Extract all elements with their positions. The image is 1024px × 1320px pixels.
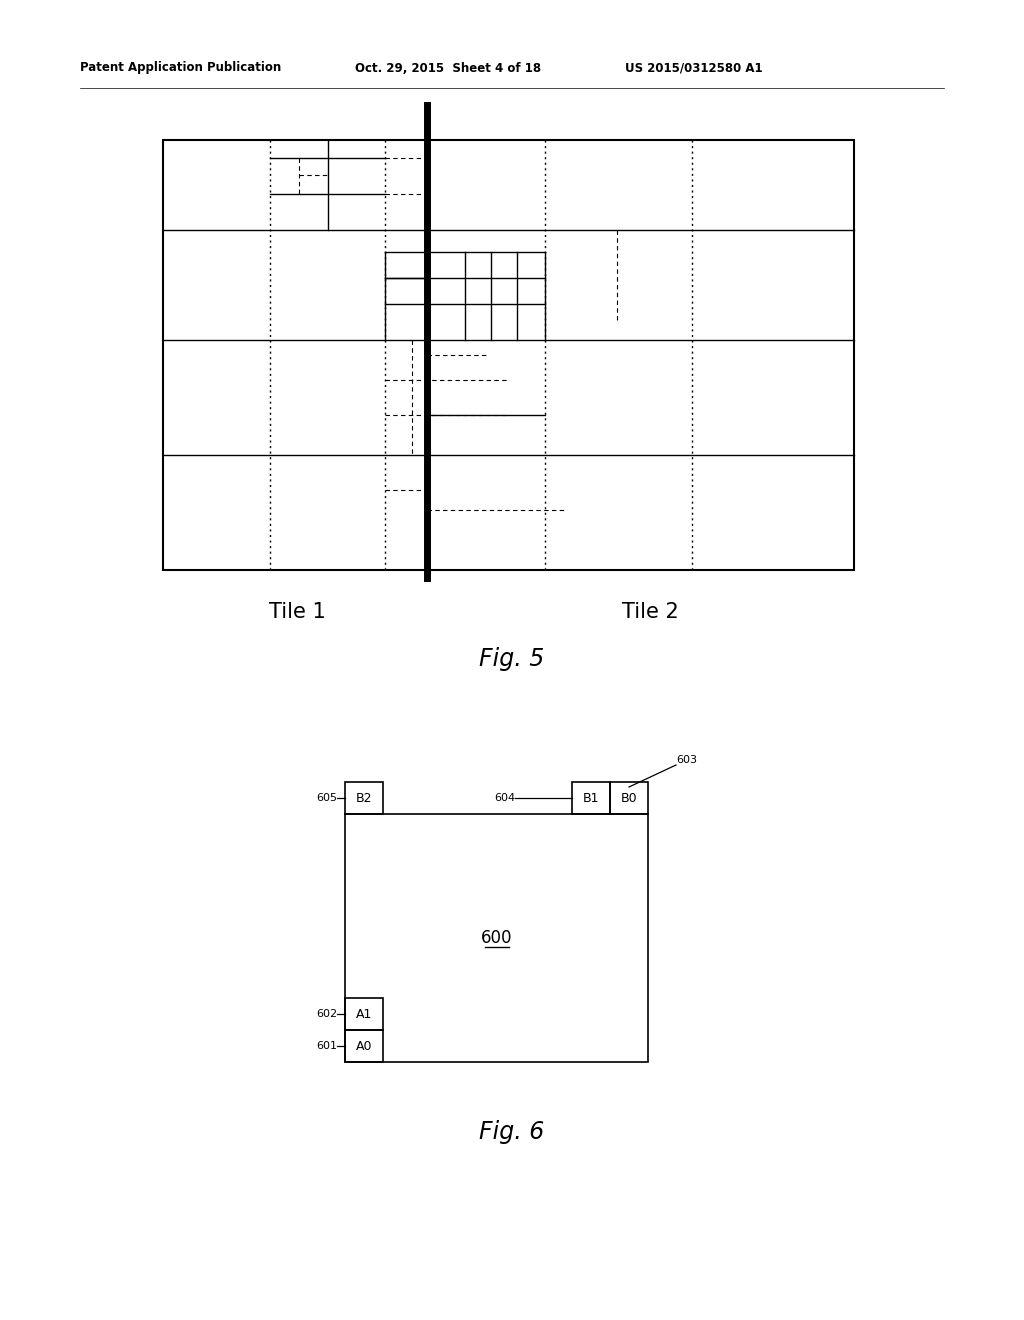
Text: 602: 602	[315, 1008, 337, 1019]
Text: B1: B1	[583, 792, 599, 804]
Bar	[163, 140, 854, 570]
Text: 603: 603	[676, 755, 697, 766]
Text: A1: A1	[355, 1007, 372, 1020]
Bar	[572, 781, 610, 814]
Text: A0: A0	[355, 1040, 373, 1052]
Bar	[345, 814, 648, 1063]
Text: 604: 604	[494, 793, 515, 803]
Bar	[610, 781, 648, 814]
Text: Fig. 6: Fig. 6	[479, 1119, 545, 1144]
Text: Tile 2: Tile 2	[622, 602, 678, 622]
Text: Fig. 5: Fig. 5	[479, 647, 545, 671]
Text: 600: 600	[480, 929, 512, 946]
Text: US 2015/0312580 A1: US 2015/0312580 A1	[625, 62, 763, 74]
Text: B2: B2	[355, 792, 373, 804]
Text: Oct. 29, 2015  Sheet 4 of 18: Oct. 29, 2015 Sheet 4 of 18	[355, 62, 541, 74]
Text: 605: 605	[316, 793, 337, 803]
Bar	[345, 781, 383, 814]
Text: 601: 601	[316, 1041, 337, 1051]
Bar	[345, 1030, 383, 1063]
Text: Patent Application Publication: Patent Application Publication	[80, 62, 282, 74]
Text: B0: B0	[621, 792, 637, 804]
Bar	[345, 998, 383, 1030]
Text: Tile 1: Tile 1	[268, 602, 326, 622]
